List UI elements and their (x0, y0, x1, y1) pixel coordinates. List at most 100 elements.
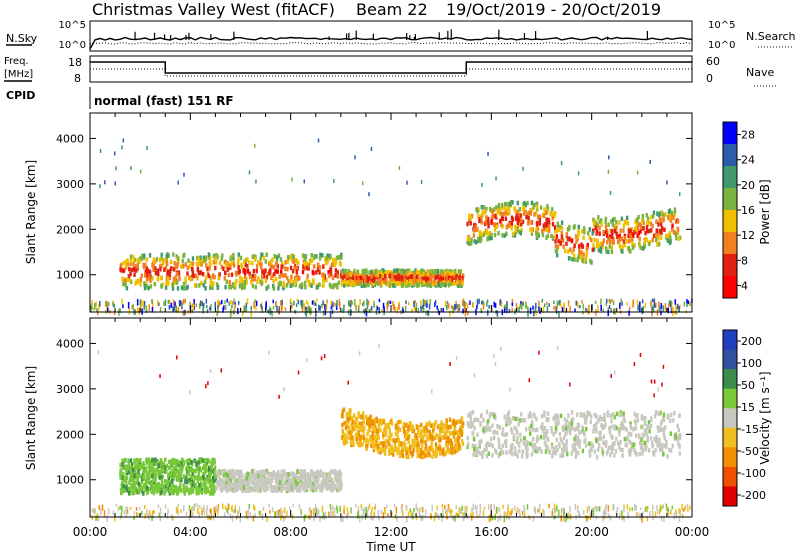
velocity-ground-cell (151, 515, 153, 521)
velocity-ground-cell (466, 506, 468, 512)
velocity-ground-cell (470, 512, 472, 517)
velocity-echo-cell (455, 443, 458, 449)
velocity-echo-cell (203, 458, 207, 463)
velocity-echo-cell (453, 427, 457, 432)
velocity-echo-cell (322, 471, 325, 477)
velocity-echo-cell (580, 429, 584, 434)
power-echo-cell (347, 279, 350, 285)
power-echo-cell (359, 275, 363, 281)
power-echo-cell (491, 209, 494, 214)
velocity-echo-cell (324, 477, 327, 482)
velocity-ground-cell (286, 510, 288, 516)
power-echo-cell (200, 280, 203, 286)
velocity-ground-cell (415, 503, 418, 510)
power-echo-cell (129, 258, 132, 264)
velocity-echo-cell (543, 413, 546, 418)
velocity-echo-cell (235, 485, 238, 490)
power-echo-cell (207, 273, 210, 279)
power-echo-cell (239, 255, 243, 261)
power-ground-cell (446, 304, 448, 311)
power-echo-cell (382, 272, 386, 278)
power-echo-cell (194, 273, 198, 279)
power-echo-cell (251, 260, 254, 266)
power-colorbar-tick-label: 16 (741, 204, 755, 217)
power-echo-cell (647, 228, 651, 234)
velocity-echo-cell (264, 478, 267, 484)
power-echo-cell (545, 218, 549, 224)
power-ground-cell (469, 300, 471, 305)
power-ground-cell (611, 299, 613, 303)
velocity-ground-cell (346, 507, 349, 512)
velocity-ground-cell (271, 507, 274, 513)
power-echo-cell (271, 257, 274, 262)
velocity-ground-cell (332, 511, 334, 516)
power-echo-cell (265, 286, 268, 291)
velocity-echo-cell (423, 446, 427, 452)
power-echo-cell (668, 208, 672, 213)
power-echo-cell (252, 268, 256, 274)
velocity-ground-cell (418, 507, 421, 512)
power-echo-cell (286, 259, 289, 265)
power-echo-cell (606, 233, 609, 238)
power-echo-cell (455, 274, 458, 279)
power-colorbar-tick-label: 20 (741, 179, 755, 192)
power-echo-cell (273, 271, 276, 277)
velocity-ground-cell (203, 505, 205, 512)
velocity-echo-cell (130, 483, 133, 489)
velocity-echo-cell (662, 433, 666, 438)
noise-search-line (89, 41, 693, 45)
power-ground-cell (557, 300, 560, 305)
power-colorbar-segment (723, 276, 737, 299)
velocity-ground-cell (523, 512, 526, 519)
velocity-ground-cell (91, 508, 94, 513)
power-ground-cell (561, 307, 564, 313)
power-echo-cell (340, 272, 343, 278)
velocity-ground-cell (226, 508, 228, 513)
velocity-ground-cell (177, 503, 180, 507)
power-ground-cell (136, 299, 139, 306)
velocity-ground-cell (679, 512, 682, 517)
velocity-echo-cell (206, 477, 209, 482)
power-echo-cell (254, 284, 257, 290)
power-echo-cell (513, 208, 517, 213)
power-sparse-cell (121, 145, 123, 150)
velocity-echo-cell (229, 478, 232, 484)
velocity-echo-cell (239, 485, 242, 491)
power-echo-cell (569, 247, 572, 252)
velocity-echo-cell (331, 469, 334, 474)
velocity-ground-cell (628, 507, 631, 512)
velocity-ground-cell (683, 508, 685, 512)
velocity-echo-cell (352, 439, 355, 445)
velocity-echo-cell (407, 447, 411, 453)
velocity-ground-cell (331, 505, 334, 511)
velocity-ground-cell (246, 515, 249, 520)
velocity-echo-cell (296, 469, 299, 475)
power-echo-cell (132, 261, 135, 267)
power-echo-cell (635, 218, 639, 223)
power-ground-cell (305, 310, 308, 317)
power-ground-cell (260, 304, 262, 308)
velocity-echo-cell (180, 469, 183, 475)
velocity-echo-cell (169, 463, 173, 469)
power-echo-cell (654, 237, 658, 243)
power-echo-cell (413, 273, 416, 279)
velocity-ground-cell (627, 511, 629, 519)
velocity-echo-cell (391, 437, 395, 443)
velocity-echo-cell (136, 460, 140, 466)
power-echo-cell (675, 235, 678, 241)
velocity-echo-cell (191, 486, 195, 491)
power-ground-cell (202, 303, 205, 308)
power-echo-cell (130, 267, 133, 273)
power-echo-cell (182, 281, 186, 287)
power-echo-cell (384, 278, 387, 283)
power-echo-cell (180, 285, 184, 290)
velocity-ground-cell (542, 511, 545, 517)
velocity-ground-cell (370, 510, 373, 518)
power-echo-cell (128, 266, 131, 272)
power-echo-cell (539, 205, 543, 210)
power-echo-cell (208, 266, 211, 271)
power-echo-cell (374, 270, 377, 276)
freq-unit-label: [MHz] (4, 69, 33, 80)
power-echo-cell (196, 266, 200, 272)
power-echo-cell (398, 281, 401, 286)
